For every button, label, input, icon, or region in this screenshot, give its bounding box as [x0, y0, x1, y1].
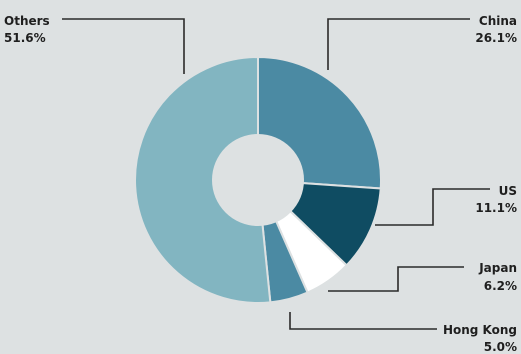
leader-line-hong-kong: [289, 312, 437, 330]
slice-label-others: Others: [4, 14, 50, 28]
slice-label-us: US: [499, 184, 517, 198]
slice-label-china: China: [479, 14, 517, 28]
slice-value-china: 26.1%: [475, 31, 517, 45]
slice-value-hong-kong: 5.0%: [484, 340, 517, 354]
slice-value-us: 11.1%: [475, 201, 517, 215]
leader-line-us: [375, 188, 490, 226]
slice-label-hong-kong: Hong Kong: [443, 323, 517, 337]
donut-hole: [212, 134, 304, 226]
leader-line-japan: [328, 266, 464, 292]
leader-line-others: [62, 18, 185, 74]
pie-slice-others: [134, 55, 272, 304]
slice-label-japan: Japan: [478, 261, 517, 275]
slice-value-others: 51.6%: [4, 31, 46, 45]
slice-value-japan: 6.2%: [484, 279, 517, 293]
leader-line-china: [327, 18, 470, 70]
